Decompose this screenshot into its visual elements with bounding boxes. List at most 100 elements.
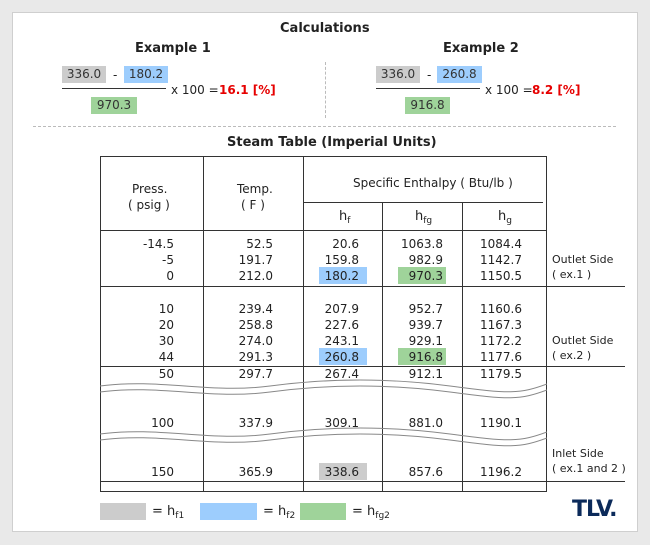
group-line-2 — [100, 366, 625, 367]
header-hfg: hfg — [415, 209, 433, 227]
col-divider-1 — [203, 156, 204, 492]
col-divider-2 — [303, 156, 304, 492]
col-divider-3 — [382, 202, 383, 492]
ex1-value-b: 180.2 — [124, 66, 168, 83]
section-divider — [33, 126, 616, 127]
cell-hfg: 912.1 — [408, 367, 443, 381]
cell-temp: 297.7 — [238, 367, 273, 381]
cell-hfg: 939.7 — [408, 318, 443, 332]
header-hg: hg — [498, 209, 512, 227]
cell-hfg: 982.9 — [408, 253, 443, 267]
cell-temp: 274.0 — [238, 334, 273, 348]
cell-hf: 207.9 — [324, 302, 359, 316]
cell-hf: 227.6 — [324, 318, 359, 332]
hfg1-cell-highlight — [398, 267, 446, 284]
side-label-outlet-ex1: Outlet Side — [552, 253, 614, 266]
legend-swatch-hf2 — [200, 503, 257, 520]
cell-hg: 1179.5 — [480, 367, 522, 381]
cell-hg: 1084.4 — [480, 237, 522, 251]
cell-press: 10 — [158, 302, 174, 316]
cell-hg: 1177.6 — [480, 350, 522, 364]
legend-label-hfg2: = hfg2 — [352, 504, 390, 522]
enthalpy-sub-line — [303, 202, 543, 203]
ex2-result: 8.2 [%] — [532, 83, 581, 97]
table-title: Steam Table (Imperial Units) — [227, 135, 437, 150]
header-enthalpy: Specific Enthalpy ( Btu/lb ) — [353, 176, 513, 190]
cell-temp: 337.9 — [238, 416, 273, 430]
cell-hf: 260.8 — [324, 350, 359, 364]
cell-hg: 1196.2 — [480, 465, 522, 479]
cell-press: 44 — [158, 350, 174, 364]
legend-swatch-hfg2 — [300, 503, 346, 520]
cell-hf: 20.6 — [332, 237, 359, 251]
bottom-inner-line — [100, 481, 625, 482]
cell-hf: 159.8 — [324, 253, 359, 267]
ex2-value-b: 260.8 — [437, 66, 482, 83]
ex2-fraction-line — [376, 88, 480, 89]
ex2-value-a: 336.0 — [376, 66, 420, 83]
cell-hg: 1160.6 — [480, 302, 522, 316]
ex2-denominator: 916.8 — [405, 97, 450, 114]
ex1-denominator: 970.3 — [91, 97, 137, 114]
hf2-cell-highlight — [319, 348, 367, 365]
header-temp: Temp. — [237, 182, 273, 196]
ex1-minus: - — [113, 68, 118, 82]
cell-hfg: 952.7 — [408, 302, 443, 316]
example1-title: Example 1 — [135, 41, 211, 56]
cell-hfg: 857.6 — [408, 465, 443, 479]
calc-title: Calculations — [280, 21, 370, 36]
cell-hfg: 929.1 — [408, 334, 443, 348]
cell-temp: 212.0 — [238, 269, 273, 283]
header-temp-unit: ( F ) — [241, 198, 265, 212]
cell-hfg: 970.3 — [408, 269, 443, 283]
ex2-minus: - — [427, 68, 432, 82]
cell-hfg: 881.0 — [408, 416, 443, 430]
col-divider-4 — [462, 202, 463, 492]
cell-temp: 291.3 — [238, 350, 273, 364]
hfg2-cell-highlight — [398, 348, 446, 365]
side-label-outlet-ex1-note: ( ex.1 ) — [552, 268, 592, 281]
cell-hg: 1172.2 — [480, 334, 522, 348]
cell-hf: 267.4 — [324, 367, 359, 381]
ex1-times: x 100 = — [171, 83, 219, 97]
side-label-outlet-ex2: Outlet Side — [552, 334, 614, 347]
cell-temp: 239.4 — [238, 302, 273, 316]
cell-hf: 243.1 — [324, 334, 359, 348]
hf1-cell-highlight — [319, 267, 367, 284]
cell-press: -5 — [162, 253, 174, 267]
cell-hfg: 1063.8 — [401, 237, 443, 251]
cell-hg: 1150.5 — [480, 269, 522, 283]
cell-temp: 365.9 — [238, 465, 273, 479]
header-press: Press. — [132, 182, 168, 196]
hg-inlet-cell-highlight — [319, 463, 367, 480]
cell-hg: 1142.7 — [480, 253, 522, 267]
side-label-outlet-ex2-note: ( ex.2 ) — [552, 349, 592, 362]
cell-temp: 52.5 — [246, 237, 273, 251]
cell-hfg: 916.8 — [408, 350, 443, 364]
example2-title: Example 2 — [443, 41, 519, 56]
cell-hf: 309.1 — [324, 416, 359, 430]
cell-hg: 1190.1 — [480, 416, 522, 430]
cell-hg: 1167.3 — [480, 318, 522, 332]
break-lines — [100, 379, 547, 447]
side-label-inlet: Inlet Side — [552, 447, 604, 460]
calc-divider — [325, 62, 326, 118]
cell-press: 20 — [158, 318, 174, 332]
ex2-times: x 100 = — [485, 83, 533, 97]
cell-press: 100 — [151, 416, 174, 430]
cell-press: 30 — [158, 334, 174, 348]
side-label-inlet-note: ( ex.1 and 2 ) — [552, 462, 626, 475]
cell-press: -14.5 — [142, 237, 174, 251]
ex1-fraction-line — [62, 88, 166, 89]
header-press-unit: ( psig ) — [128, 198, 170, 212]
tlv-logo: TLV. — [572, 497, 618, 522]
cell-temp: 191.7 — [238, 253, 273, 267]
cell-press: 50 — [158, 367, 174, 381]
cell-temp: 258.8 — [238, 318, 273, 332]
ex1-value-a: 336.0 — [62, 66, 106, 83]
header-line — [100, 230, 547, 231]
ex1-result: 16.1 [%] — [219, 83, 276, 97]
cell-hf: 338.6 — [324, 465, 359, 479]
legend-label-hf1: = hf1 — [152, 504, 185, 522]
legend-swatch-hf1 — [100, 503, 146, 520]
